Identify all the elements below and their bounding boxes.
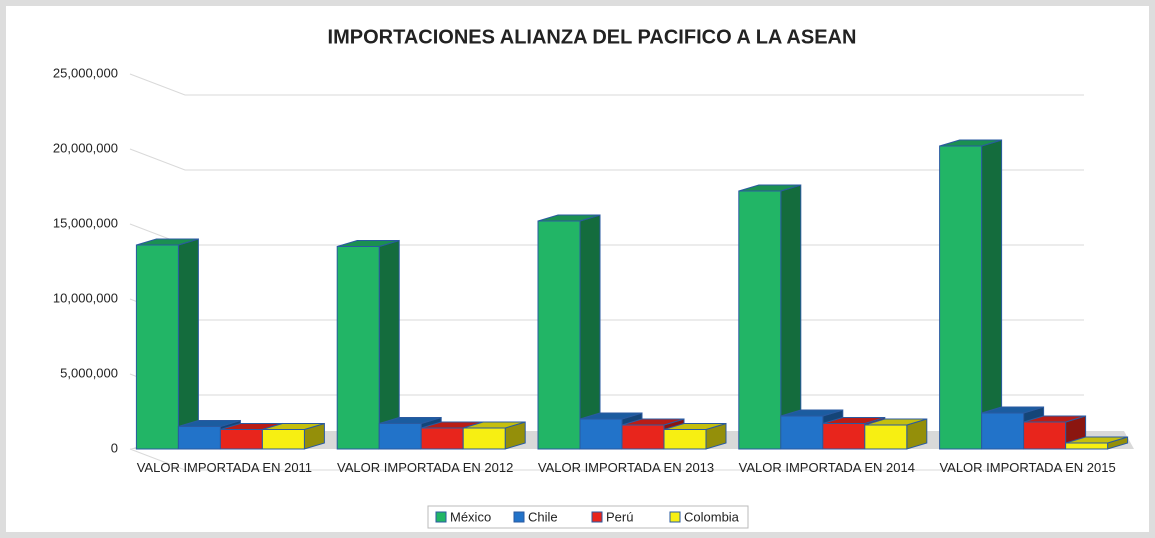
y-tick-label: 20,000,000 [53,140,118,155]
x-tick-label: VALOR IMPORTADA EN 2012 [337,460,514,475]
x-tick-label: VALOR IMPORTADA EN 2015 [939,460,1116,475]
bar [738,190,782,450]
bar [621,424,665,450]
bar-side [177,238,199,450]
bar [135,244,179,450]
bar [822,423,866,450]
chart: IMPORTACIONES ALIANZA DEL PACIFICO A LA … [53,26,1134,529]
legend-label: Chile [528,509,558,524]
bar [378,423,422,450]
bar-side [780,184,802,450]
legend-label: Colombia [684,509,740,524]
bar [1065,442,1109,450]
x-tick-label: VALOR IMPORTADA EN 2013 [537,460,715,475]
bar [462,427,506,450]
bar [663,429,707,450]
bar [780,415,824,450]
x-tick-label: VALOR IMPORTADA EN 2014 [738,460,915,475]
bar-side [378,239,400,450]
grid-line [129,448,1084,471]
bar [420,427,464,450]
y-tick-label: 0 [111,440,118,455]
y-tick-label: 10,000,000 [53,290,118,305]
y-tick-label: 5,000,000 [60,365,118,380]
legend-swatch [435,511,447,523]
legend-label: México [450,509,491,524]
legend-swatch [591,511,603,523]
bar [336,246,380,450]
grid-line [129,73,1084,96]
bar [939,145,983,450]
legend-swatch [669,511,681,523]
chart-title: IMPORTACIONES ALIANZA DEL PACIFICO A LA … [328,26,857,48]
bar [981,412,1025,450]
y-tick-label: 15,000,000 [53,215,118,230]
legend-box [427,505,749,529]
bar-side [981,139,1003,450]
grid-line [129,148,1084,171]
legend-swatch [513,511,525,523]
bar [537,220,581,450]
y-tick-label: 25,000,000 [53,65,118,80]
x-tick-label: VALOR IMPORTADA EN 2011 [136,460,313,475]
bar [177,426,221,450]
bar [219,429,263,450]
bar [579,418,623,450]
legend-label: Perú [606,509,633,524]
bar [1023,421,1067,450]
bar [261,429,305,450]
bar [864,424,908,450]
